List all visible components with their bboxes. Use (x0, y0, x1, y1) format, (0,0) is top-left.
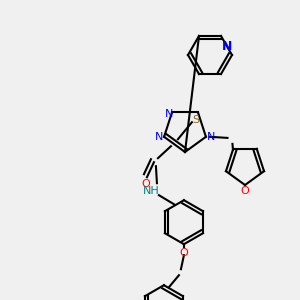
Text: N: N (222, 40, 232, 53)
Text: O: O (241, 186, 249, 196)
Text: N: N (207, 132, 215, 142)
Text: S: S (192, 115, 200, 125)
Text: N: N (155, 132, 163, 142)
Text: NH: NH (142, 186, 159, 196)
Text: O: O (142, 179, 150, 189)
Text: O: O (180, 248, 188, 258)
Text: N: N (165, 109, 173, 119)
